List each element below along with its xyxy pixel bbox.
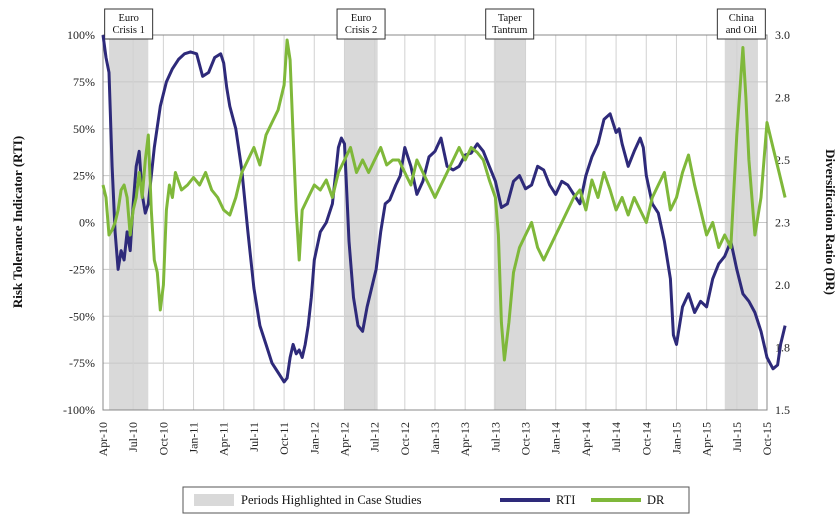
period-label-0: Euro xyxy=(118,13,138,24)
left-axis-title: Risk Tolerance Indicator (RTI) xyxy=(10,136,25,308)
right-tick-label: 1.5 xyxy=(775,403,790,417)
legend-dr-label: DR xyxy=(647,493,665,507)
x-tick-label: Jan-12 xyxy=(307,422,321,454)
x-tick-label: Apr-12 xyxy=(337,422,351,456)
x-tick-label: Jan-11 xyxy=(187,422,201,454)
left-tick-label: 75% xyxy=(73,75,95,89)
left-tick-label: 100% xyxy=(67,28,95,42)
x-tick-label: Oct-14 xyxy=(639,422,653,455)
plot-area: 100% 75% 50% 25% 0% -25% -50% -75% -100% 3.0 2.8 2.… xyxy=(63,8,790,456)
period-label-1: Crisis 2 xyxy=(345,25,377,36)
x-tick-label: Oct-13 xyxy=(519,422,533,455)
period-label-2: Taper xyxy=(498,13,522,24)
legend: Periods Highlighted in Case Studies RTI … xyxy=(182,486,690,514)
x-tick-label: Apr-14 xyxy=(579,422,593,456)
period-label-2: Tantrum xyxy=(492,25,527,36)
series-line-rti xyxy=(101,34,787,384)
x-tick-label: Jan-14 xyxy=(549,422,563,454)
legend-shade-label: Periods Highlighted in Case Studies xyxy=(241,493,422,507)
x-tick-label: Apr-15 xyxy=(700,422,714,456)
series-line-dr xyxy=(101,38,787,362)
left-tick-label: 25% xyxy=(73,169,95,183)
right-axis-title: Diversification Ratio (DR) xyxy=(823,149,838,295)
right-tick-label: 2.3 xyxy=(775,216,790,230)
left-tick-label: -100% xyxy=(63,403,95,417)
period-label-box-3 xyxy=(716,8,766,40)
period-label-box-2 xyxy=(485,8,535,40)
right-tick-label: 3.0 xyxy=(775,28,790,42)
x-tick-label: Apr-11 xyxy=(217,422,231,456)
legend-rti-label: RTI xyxy=(556,493,575,507)
x-tick-label: Oct-10 xyxy=(156,422,170,455)
period-label-0: Crisis 1 xyxy=(112,25,144,36)
plot-border xyxy=(102,34,768,411)
period-label-box-0 xyxy=(104,8,154,40)
period-label-3: and Oil xyxy=(726,25,757,36)
left-tick-label: 50% xyxy=(73,122,95,136)
left-tick-label: -75% xyxy=(69,356,95,370)
legend-shade-swatch xyxy=(194,494,234,506)
x-tick-label: Jul-15 xyxy=(730,422,744,452)
x-tick-label: Apr-13 xyxy=(458,422,472,456)
left-tick-label: -50% xyxy=(69,309,95,323)
x-tick-label: Jul-14 xyxy=(609,422,623,452)
period-label-3: China xyxy=(729,13,754,24)
right-tick-label: 2.8 xyxy=(775,91,790,105)
left-tick-label: -25% xyxy=(69,262,95,276)
x-tick-label: Jul-10 xyxy=(126,422,140,452)
right-tick-label: 2.5 xyxy=(775,153,790,167)
x-tick-label: Oct-12 xyxy=(398,422,412,455)
period-label-box-1 xyxy=(336,8,386,40)
x-tick-label: Jan-15 xyxy=(669,422,683,454)
x-tick-label: Jul-12 xyxy=(368,422,382,452)
x-tick-label: Jan-13 xyxy=(428,422,442,454)
period-label-1: Euro xyxy=(351,13,371,24)
x-tick-label: Apr-10 xyxy=(96,422,110,456)
left-tick-label: 0% xyxy=(79,216,95,230)
x-tick-label: Oct-11 xyxy=(277,422,291,455)
x-tick-label: Jul-13 xyxy=(488,422,502,452)
right-tick-label: 2.0 xyxy=(775,278,790,292)
x-tick-label: Oct-15 xyxy=(760,422,774,455)
x-tick-label: Jul-11 xyxy=(247,422,261,452)
